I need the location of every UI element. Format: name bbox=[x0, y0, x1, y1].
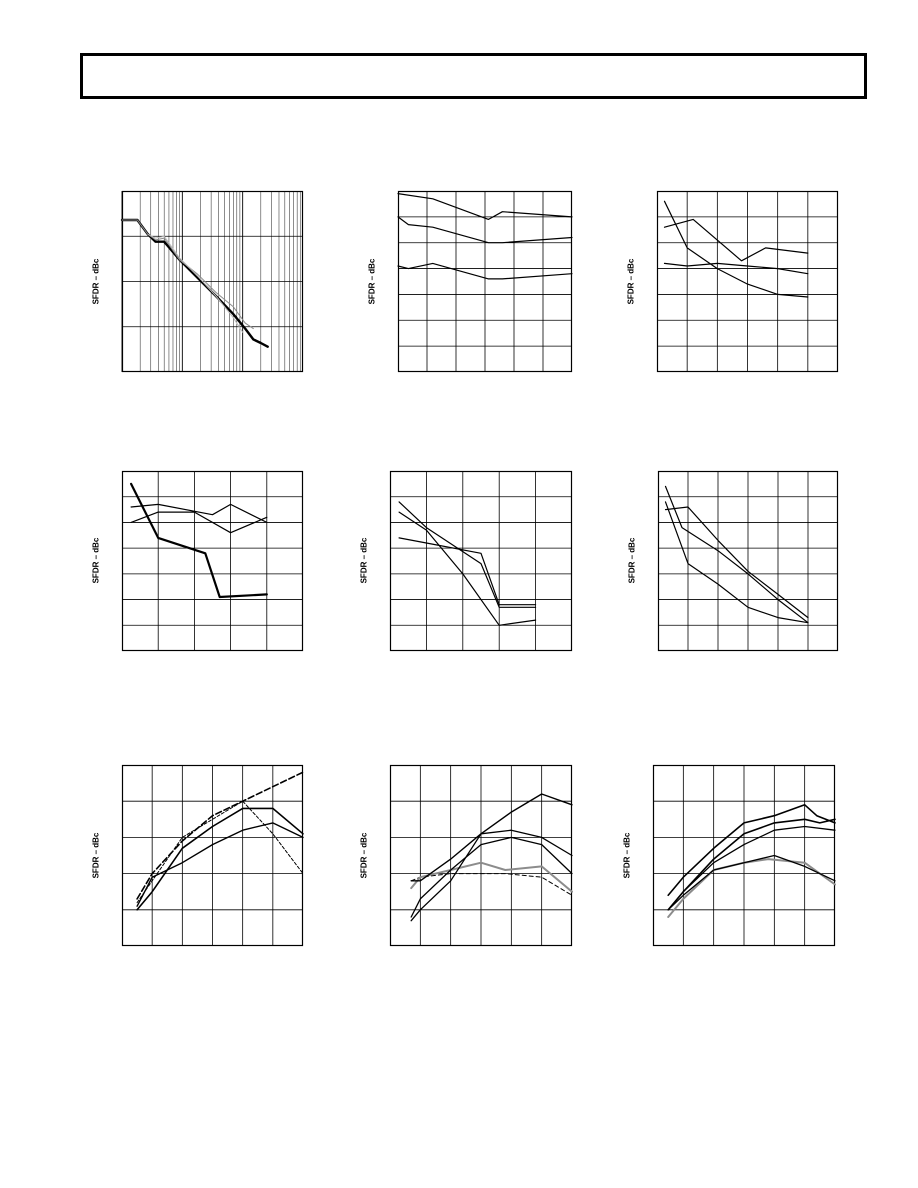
chart-panel-3: SFDR – dBc bbox=[627, 190, 839, 373]
series-line-3 bbox=[147, 233, 244, 333]
gridlines bbox=[398, 191, 572, 372]
series-line-2 bbox=[398, 511, 537, 626]
plot-frame bbox=[389, 470, 573, 652]
chart-panel-4: SFDR – dBc bbox=[92, 470, 304, 652]
gridlines bbox=[658, 471, 838, 651]
plot-area bbox=[121, 470, 304, 652]
plot-area bbox=[397, 190, 573, 373]
series-line-3 bbox=[130, 482, 268, 599]
plot-frame bbox=[121, 470, 304, 652]
gridlines bbox=[121, 191, 303, 372]
plot-frame bbox=[397, 190, 573, 373]
plot-frame bbox=[657, 470, 839, 652]
chart-panel-7: SFDR – dBc bbox=[92, 764, 304, 947]
y-axis-label: SFDR – dBc bbox=[91, 258, 101, 304]
plot-frame bbox=[652, 764, 836, 947]
y-axis-label: SFDR – dBc bbox=[91, 537, 101, 584]
gridlines bbox=[657, 191, 838, 372]
series-line-1 bbox=[136, 807, 304, 911]
series-line-2 bbox=[121, 219, 254, 330]
series-line-2 bbox=[136, 800, 304, 904]
plot-frame bbox=[121, 764, 304, 947]
chart-panel-1: SFDR – dBc bbox=[92, 190, 304, 373]
y-axis-label: SFDR – dBc bbox=[91, 832, 101, 878]
series-line-2 bbox=[663, 262, 809, 275]
y-axis-label: SFDR – dBc bbox=[367, 258, 377, 304]
gridlines bbox=[122, 765, 303, 946]
plot-area bbox=[656, 190, 839, 373]
plot-area bbox=[657, 470, 839, 652]
series-line-3 bbox=[664, 506, 809, 619]
header-box bbox=[80, 53, 867, 99]
y-axis-label: SFDR – dBc bbox=[359, 832, 369, 878]
chart-panel-9: SFDR – dBc bbox=[623, 764, 836, 947]
y-axis-label: SFDR – dBc bbox=[622, 832, 632, 878]
series-line-3 bbox=[397, 262, 573, 280]
y-axis-label: SFDR – dBc bbox=[626, 258, 636, 304]
plot-area bbox=[652, 764, 836, 947]
series-line-5 bbox=[410, 793, 573, 882]
series-line-2 bbox=[667, 854, 836, 911]
plot-frame bbox=[121, 190, 304, 373]
series-line-4 bbox=[667, 818, 836, 911]
chart-panel-6: SFDR – dBc bbox=[628, 470, 839, 652]
plot-frame bbox=[656, 190, 839, 373]
gridlines bbox=[390, 765, 572, 946]
plot-area bbox=[121, 764, 304, 947]
series-line-1 bbox=[397, 192, 573, 220]
series-line-3 bbox=[663, 200, 809, 298]
chart-panel-8: SFDR – dBc bbox=[360, 764, 573, 947]
gridlines bbox=[122, 471, 303, 651]
gridlines bbox=[390, 471, 572, 651]
gridlines bbox=[653, 765, 835, 946]
series-line-2 bbox=[664, 501, 809, 624]
series-line-4 bbox=[136, 771, 304, 900]
y-axis-label: SFDR – dBc bbox=[627, 537, 637, 584]
series-line-2 bbox=[130, 511, 268, 534]
series-line-1 bbox=[398, 501, 537, 608]
chart-panel-2: SFDR – dBc bbox=[368, 190, 573, 373]
series-line-2 bbox=[410, 861, 573, 893]
y-axis-label: SFDR – dBc bbox=[359, 537, 369, 584]
series-line-1 bbox=[130, 503, 268, 524]
plot-area bbox=[120, 190, 304, 373]
series-line-5 bbox=[667, 803, 836, 897]
plot-area bbox=[389, 470, 573, 652]
series-line-1 bbox=[664, 485, 809, 624]
series-line-3 bbox=[398, 537, 537, 606]
series-line-1 bbox=[120, 218, 269, 348]
plot-area bbox=[389, 764, 573, 947]
series-line-2 bbox=[397, 216, 573, 244]
series-line-1 bbox=[663, 218, 809, 262]
chart-panel-5: SFDR – dBc bbox=[360, 470, 573, 652]
series-line-3 bbox=[136, 822, 304, 907]
series-line-3 bbox=[410, 836, 573, 918]
